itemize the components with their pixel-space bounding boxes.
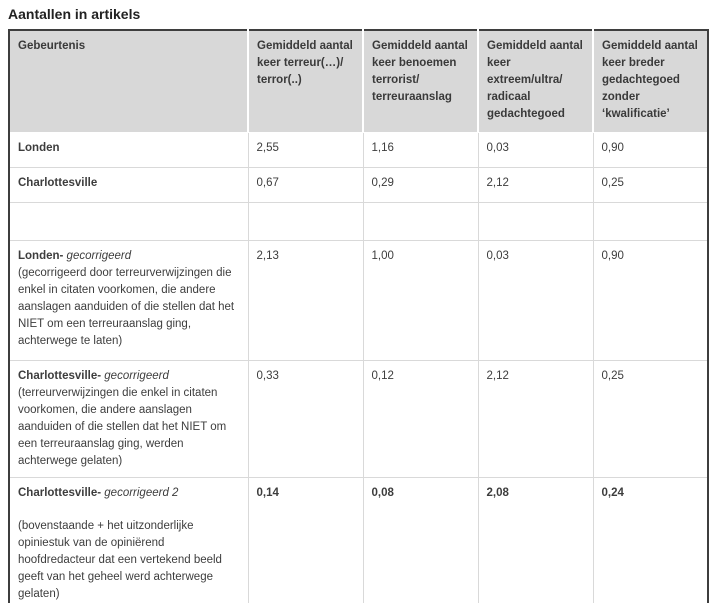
row-description: (terreurverwijzingen die enkel in citate… [18, 386, 227, 467]
value-cell: 0,67 [247, 166, 364, 203]
row-label-suffix: gecorrigeerd 2 [101, 486, 179, 499]
value-cell: 2,12 [477, 166, 594, 203]
page-title: Aantallen in artikels [8, 6, 141, 22]
row-label: Charlottesville [18, 176, 98, 189]
row-label-cell: Londen [8, 131, 249, 168]
table-row-charlottesville-gecorrigeerd: Charlottesville- gecorrigeerd (terreurve… [8, 359, 709, 478]
row-label-cell: Charlottesville [8, 166, 249, 203]
column-header-benoemen-terrorist: Gemiddeld aantal keer benoemen terrorist… [362, 29, 479, 133]
value-cell: 0,90 [592, 239, 709, 361]
row-label-suffix: gecorrigeerd [101, 369, 169, 382]
value-cell: 2,55 [247, 131, 364, 168]
value-cell: 2,13 [247, 239, 364, 361]
table-row-empty [8, 201, 709, 241]
column-header-extreem-radicaal: Gemiddeld aantal keer extreem/ultra/ rad… [477, 29, 594, 133]
value-cell: 0,33 [247, 359, 364, 478]
value-cell: 0,25 [592, 166, 709, 203]
value-cell [592, 201, 709, 241]
value-cell [362, 201, 479, 241]
row-label-cell [8, 201, 249, 241]
row-label: Londen [18, 141, 60, 154]
column-header-breder-gedachtegoed: Gemiddeld aantal keer breder gedachtegoe… [592, 29, 709, 133]
row-label: Londen- [18, 249, 64, 262]
row-description: (bovenstaande + het uitzonderlijke opini… [18, 519, 222, 600]
value-cell: 0,25 [592, 359, 709, 478]
row-description: (gecorrigeerd door terreurverwijzingen d… [18, 266, 235, 347]
table-row-londen-gecorrigeerd: Londen- gecorrigeerd (gecorrigeerd door … [8, 239, 709, 361]
row-label: Charlottesville- [18, 486, 102, 499]
row-label-cell: Londen- gecorrigeerd (gecorrigeerd door … [8, 239, 249, 361]
row-label-suffix: gecorrigeerd [63, 249, 132, 262]
table-row-charlottesville: Charlottesville 0,67 0,29 2,12 0,25 [8, 166, 709, 203]
row-label: Charlottesville- [18, 369, 102, 382]
row-label-cell: Charlottesville- gecorrigeerd (terreurve… [8, 359, 249, 478]
value-cell [477, 201, 594, 241]
value-cell: 1,00 [362, 239, 479, 361]
table-row-charlottesville-gecorrigeerd-2: Charlottesville- gecorrigeerd 2 (bovenst… [8, 476, 709, 603]
value-cell: 2,08 [477, 476, 594, 603]
value-cell: 0,14 [247, 476, 364, 603]
value-cell: 2,12 [477, 359, 594, 478]
column-header-gebeurtenis: Gebeurtenis [8, 29, 249, 133]
row-label-cell: Charlottesville- gecorrigeerd 2 (bovenst… [8, 476, 249, 603]
value-cell: 0,08 [362, 476, 479, 603]
value-cell: 1,16 [362, 131, 479, 168]
table-header-row: Gebeurtenis Gemiddeld aantal keer terreu… [8, 29, 709, 133]
value-cell: 0,24 [592, 476, 709, 603]
value-cell: 0,12 [362, 359, 479, 478]
column-header-terreur: Gemiddeld aantal keer terreur(…)/ terror… [247, 29, 364, 133]
value-cell: 0,90 [592, 131, 709, 168]
value-cell [247, 201, 364, 241]
value-cell: 0,03 [477, 239, 594, 361]
table-row-londen: Londen 2,55 1,16 0,03 0,90 [8, 131, 709, 168]
value-cell: 0,03 [477, 131, 594, 168]
value-cell: 0,29 [362, 166, 479, 203]
aantallen-table: Gebeurtenis Gemiddeld aantal keer terreu… [8, 29, 709, 603]
